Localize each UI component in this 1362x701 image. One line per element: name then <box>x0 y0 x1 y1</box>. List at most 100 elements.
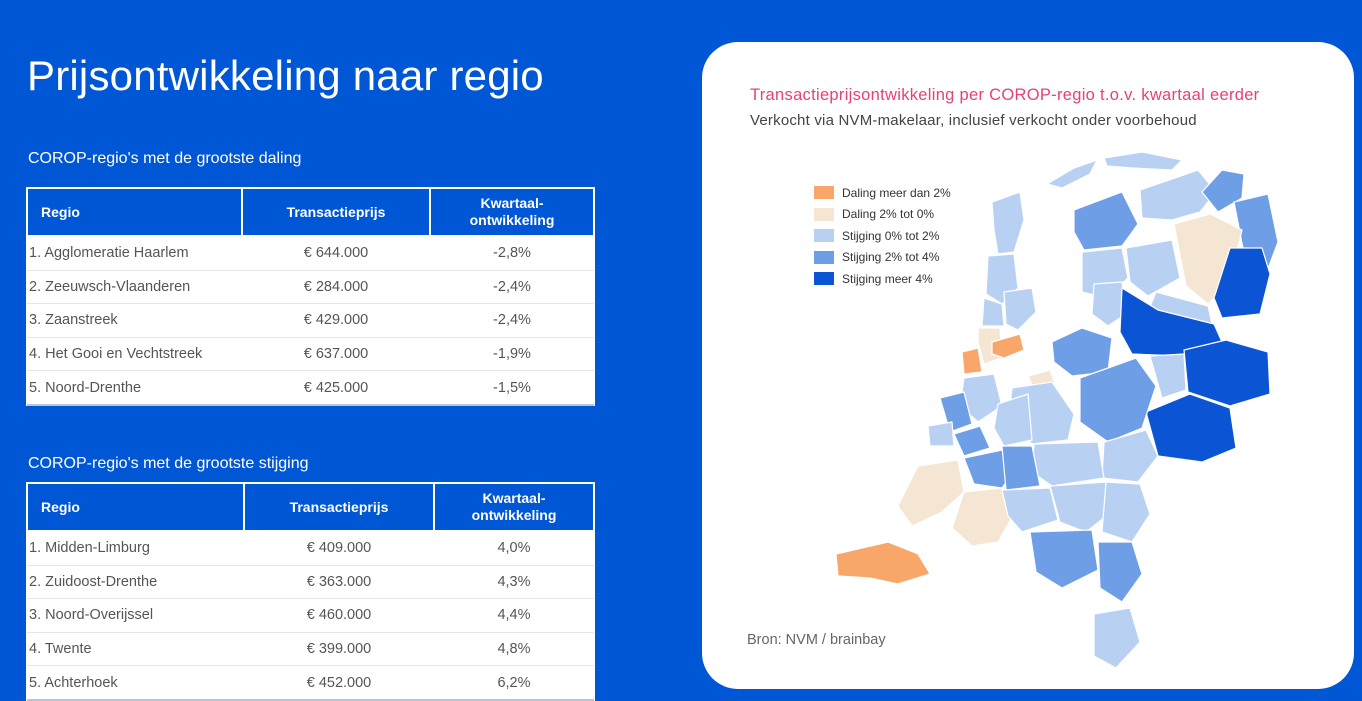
transactieprijs-cell: € 452.000 <box>244 665 434 701</box>
map-region-noord-limburg <box>1101 481 1151 543</box>
map-card: Transactieprijsontwikkeling per COROP-re… <box>702 42 1354 689</box>
column-header-transactieprijs: Transactieprijs <box>243 482 435 532</box>
table-row: 4. Het Gooi en Vechtstreek € 637.000 -1,9% <box>27 337 594 372</box>
map-region-noordoost-brabant <box>1049 481 1115 533</box>
kwartaalontwikkeling-cell: -2,4% <box>430 303 594 338</box>
legend-label: Daling meer dan 2% <box>842 185 951 200</box>
kwartaalontwikkeling-cell: -1,9% <box>430 337 594 372</box>
table-row: 2. Zuidoost-Drenthe € 363.000 4,3% <box>27 565 594 600</box>
map-region-overig-groningen <box>1139 169 1217 221</box>
kwartaalontwikkeling-cell: 6,2% <box>434 665 594 701</box>
map-region-zeeland <box>897 459 965 527</box>
legend-label: Stijging 2% tot 4% <box>842 250 940 265</box>
legend-item: Stijging 0% tot 2% <box>814 225 951 247</box>
map-region-zuidoost-zuid-holland <box>1001 445 1041 491</box>
map-region-waterland <box>1003 287 1037 331</box>
netherlands-corop-map <box>835 151 1279 669</box>
table-row: 1. Agglomeratie Haarlem € 644.000 -2,8% <box>27 236 594 271</box>
map-region-rivierenland <box>1031 441 1105 487</box>
kwartaalontwikkeling-cell: 4,0% <box>434 531 594 566</box>
transactieprijs-cell: € 429.000 <box>242 303 430 338</box>
table-row: 1. Midden-Limburg € 409.000 4,0% <box>27 531 594 566</box>
kwartaalontwikkeling-cell: -2,8% <box>430 236 594 271</box>
regio-cell: 1. Agglomeratie Haarlem <box>27 236 242 271</box>
daling-section-label: COROP-regio's met de grootste daling <box>28 150 302 167</box>
map-region-zeeuwsch-vlaanderen <box>835 541 931 585</box>
map-subtitle: Verkocht via NVM-makelaar, inclusief ver… <box>750 112 1197 129</box>
table-row: 5. Achterhoek € 452.000 6,2% <box>27 665 594 701</box>
legend-item: Stijging meer 4% <box>814 268 951 290</box>
map-region-zuidoost-friesland <box>1125 239 1181 297</box>
map-region-west-brabant <box>951 487 1017 547</box>
map-region-flevoland-zuid <box>1051 327 1113 377</box>
map-source: Bron: NVM / brainbay <box>747 632 886 648</box>
table-header-row: Regio Transactieprijs Kwartaal-ontwikkel… <box>26 187 595 237</box>
regio-cell: 2. Zuidoost-Drenthe <box>27 565 244 600</box>
map-legend: Daling meer dan 2% Daling 2% tot 0% Stijgi… <box>814 182 951 290</box>
legend-item: Daling meer dan 2% <box>814 182 951 204</box>
map-title: Transactieprijsontwikkeling per COROP-re… <box>750 86 1260 104</box>
table-row: 2. Zeeuwsch-Vlaanderen € 284.000 -2,4% <box>27 270 594 305</box>
map-region-achterhoek <box>1145 393 1237 463</box>
transactieprijs-cell: € 363.000 <box>244 565 434 600</box>
daling-table: Regio Transactieprijs Kwartaal-ontwikkel… <box>26 187 595 406</box>
regio-cell: 5. Noord-Drenthe <box>27 370 242 406</box>
page-title: Prijsontwikkeling naar regio <box>27 52 544 99</box>
legend-label: Stijging meer 4% <box>842 271 933 286</box>
table-row: 3. Zaanstreek € 429.000 -2,4% <box>27 303 594 338</box>
map-region-ijmond <box>981 297 1005 327</box>
kwartaalontwikkeling-cell: -2,4% <box>430 270 594 305</box>
map-region-delfzijl <box>1201 169 1245 213</box>
map-region-veluwe <box>1079 357 1157 443</box>
transactieprijs-cell: € 637.000 <box>242 337 430 372</box>
transactieprijs-cell: € 425.000 <box>242 370 430 406</box>
table-header-row: Regio Transactieprijs Kwartaal-ontwikkel… <box>26 482 595 532</box>
map-region-midden-brabant <box>1001 487 1059 533</box>
regio-cell: 3. Noord-Overijssel <box>27 598 244 633</box>
regio-cell: 4. Twente <box>27 632 244 667</box>
map-region-midden-limburg <box>1097 541 1143 603</box>
legend-item: Daling 2% tot 0% <box>814 204 951 226</box>
map-region-noord-friesland <box>1073 191 1139 251</box>
map-region-twente <box>1183 339 1271 407</box>
regio-cell: 3. Zaanstreek <box>27 303 242 338</box>
map-region-kop-noord-holland <box>991 191 1025 255</box>
transactieprijs-cell: € 460.000 <box>244 598 434 633</box>
map-region-zuidwest-overijssel <box>1149 353 1187 399</box>
legend-swatch <box>814 272 834 286</box>
map-region-haarlem <box>961 347 983 375</box>
map-region-delft <box>953 425 991 457</box>
map-region-amsterdam <box>991 333 1025 359</box>
legend-swatch <box>814 207 834 221</box>
legend-swatch <box>814 250 834 264</box>
regio-cell: 5. Achterhoek <box>27 665 244 701</box>
regio-cell: 4. Het Gooi en Vechtstreek <box>27 337 242 372</box>
column-header-line: Kwartaal- <box>480 195 544 211</box>
kwartaalontwikkeling-cell: 4,4% <box>434 598 594 633</box>
map-region-zuidoost-brabant <box>1029 529 1099 589</box>
map-region-voorne <box>927 421 955 447</box>
legend-label: Stijging 0% tot 2% <box>842 228 940 243</box>
kwartaalontwikkeling-cell: 4,8% <box>434 632 594 667</box>
map-region-wadden-east <box>1103 151 1183 171</box>
table-row: 5. Noord-Drenthe € 425.000 -1,5% <box>27 370 594 406</box>
legend-swatch <box>814 186 834 200</box>
column-header-kwartaalontwikkeling: Kwartaal-ontwikkeling <box>433 482 595 532</box>
map-region-den-haag <box>939 391 973 433</box>
map-region-wadden <box>1046 159 1098 189</box>
map-region-oost-zuid-holland <box>993 393 1033 447</box>
column-header-regio: Regio <box>26 482 245 532</box>
map-region-flevoland <box>1091 281 1127 327</box>
daling-table-body: 1. Agglomeratie Haarlem € 644.000 -2,8% 2. … <box>27 236 594 406</box>
stijging-table: Regio Transactieprijs Kwartaal-ontwikkel… <box>26 482 595 701</box>
column-header-line: ontwikkeling <box>471 507 557 523</box>
transactieprijs-cell: € 284.000 <box>242 270 430 305</box>
column-header-line: Kwartaal- <box>482 490 546 506</box>
column-header-line: ontwikkeling <box>469 212 555 228</box>
map-region-zuid-limburg <box>1093 607 1141 669</box>
table-row: 3. Noord-Overijssel € 460.000 4,4% <box>27 598 594 633</box>
map-region-zuidoost-drenthe <box>1213 247 1271 319</box>
transactieprijs-cell: € 399.000 <box>244 632 434 667</box>
regio-cell: 1. Midden-Limburg <box>27 531 244 566</box>
transactieprijs-cell: € 644.000 <box>242 236 430 271</box>
